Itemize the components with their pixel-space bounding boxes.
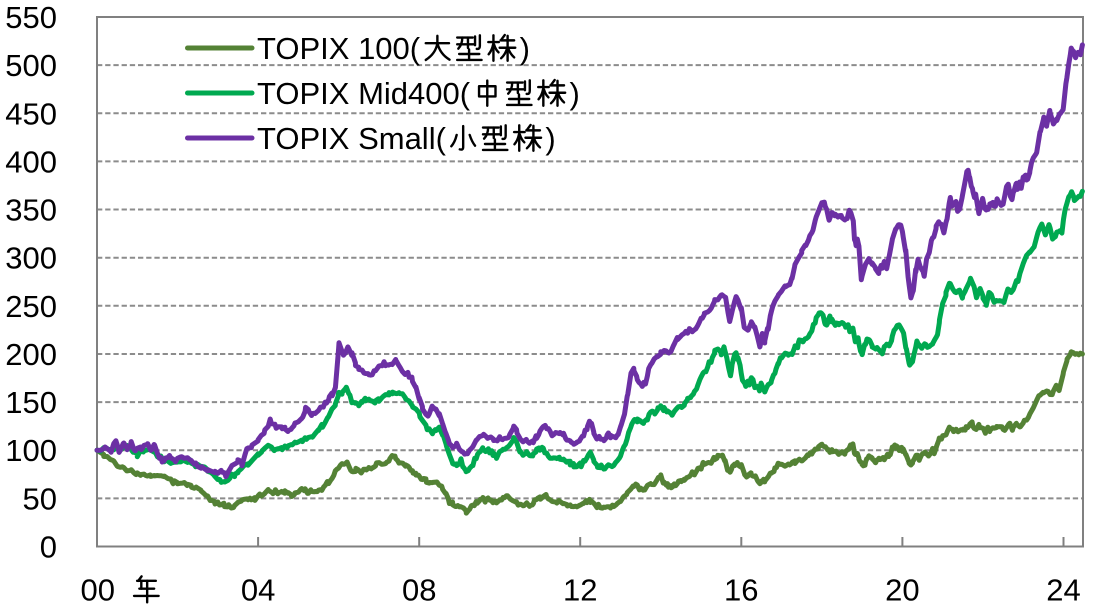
svg-text:500: 500 [5, 48, 57, 83]
svg-text:350: 350 [5, 193, 57, 228]
svg-text:400: 400 [5, 144, 57, 179]
svg-text:24: 24 [1046, 573, 1080, 605]
svg-text:00: 00 [81, 573, 115, 605]
svg-text:450: 450 [5, 96, 57, 131]
svg-text:04: 04 [241, 573, 275, 605]
svg-text:50: 50 [23, 481, 57, 516]
svg-text:0: 0 [40, 530, 57, 565]
svg-text:TOPIX Mid400(: TOPIX Mid400( [257, 76, 471, 111]
svg-text:): ) [520, 31, 530, 66]
svg-text:200: 200 [5, 337, 57, 372]
svg-text:250: 250 [5, 289, 57, 324]
svg-text:20: 20 [885, 573, 919, 605]
svg-text:TOPIX 100(: TOPIX 100( [257, 31, 421, 66]
svg-text:TOPIX Small(: TOPIX Small( [257, 121, 447, 156]
svg-text:100: 100 [5, 433, 57, 468]
svg-text:08: 08 [402, 573, 436, 605]
svg-text:12: 12 [563, 573, 597, 605]
svg-text:150: 150 [5, 385, 57, 420]
svg-text:550: 550 [5, 0, 57, 35]
svg-text:): ) [570, 76, 580, 111]
svg-text:): ) [545, 121, 555, 156]
svg-text:300: 300 [5, 241, 57, 276]
svg-text:16: 16 [724, 573, 758, 605]
